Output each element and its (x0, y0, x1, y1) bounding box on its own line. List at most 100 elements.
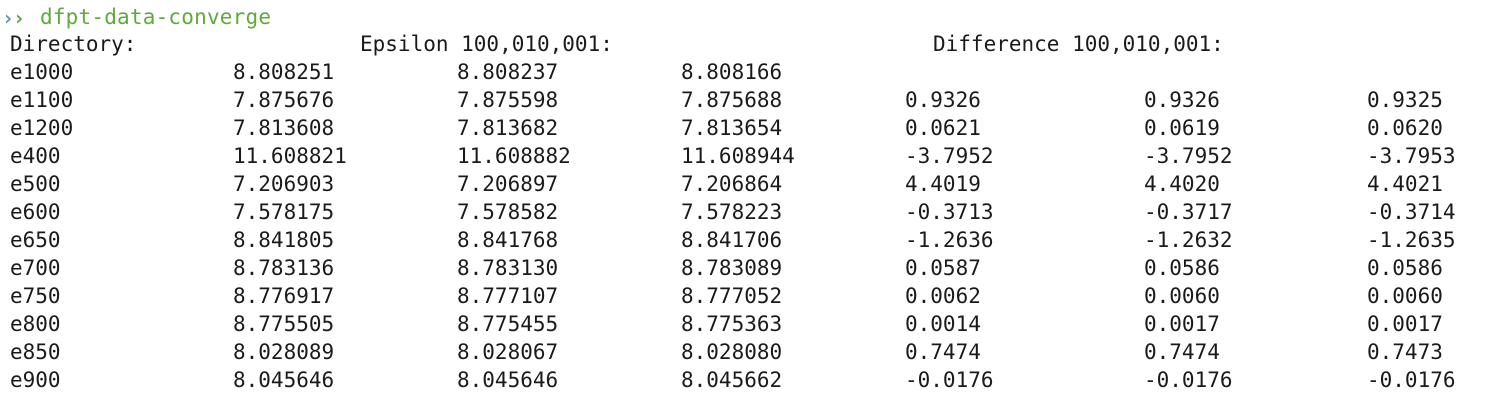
epsilon-cell: 11.608821 (233, 144, 347, 168)
directory-cell: e1000 (10, 60, 74, 84)
epsilon-cell: 8.808251 (233, 60, 335, 84)
difference-cell: -3.7952 (1144, 144, 1233, 168)
epsilon-cell: 8.045662 (681, 368, 783, 392)
difference-cell: 0.7473 (1367, 340, 1443, 364)
epsilon-cell: 7.813682 (457, 116, 559, 140)
epsilon-cell: 7.578175 (233, 200, 335, 224)
table-row: e850 8.028089 8.028067 8.028080 0.7474 0.7474… (0, 340, 1502, 368)
difference-cell: -3.7952 (905, 144, 994, 168)
epsilon-cell: 8.775363 (681, 312, 783, 336)
directory-cell: e900 (10, 368, 61, 392)
table-row: e600 7.578175 7.578582 7.578223 -0.3713 -0.37… (0, 200, 1502, 228)
directory-cell: e1200 (10, 116, 74, 140)
directory-cell: e650 (10, 228, 61, 252)
header-difference: Difference 100,010,001: (933, 32, 1224, 56)
table-row: e1000 8.808251 8.808237 8.808166 (0, 60, 1502, 88)
directory-cell: e600 (10, 200, 61, 224)
difference-cell: 0.0017 (1144, 312, 1220, 336)
directory-cell: e500 (10, 172, 61, 196)
table-header: Directory: Epsilon 100,010,001: Differen… (0, 32, 1502, 60)
epsilon-cell: 8.777052 (681, 284, 783, 308)
epsilon-cell: 8.776917 (233, 284, 335, 308)
table-row: e1200 7.813608 7.813682 7.813654 0.0621 0.061… (0, 116, 1502, 144)
table-row: e700 8.783136 8.783130 8.783089 0.0587 0.0586… (0, 256, 1502, 284)
directory-cell: e850 (10, 340, 61, 364)
difference-cell: -0.0176 (1367, 368, 1456, 392)
difference-cell: 0.9326 (1144, 88, 1220, 112)
difference-cell: 0.9326 (905, 88, 981, 112)
epsilon-cell: 11.608882 (457, 144, 571, 168)
table-row: e800 8.775505 8.775455 8.775363 0.0014 0.0017… (0, 312, 1502, 340)
epsilon-cell: 8.841805 (233, 228, 335, 252)
table-row: e500 7.206903 7.206897 7.206864 4.4019 4.4020… (0, 172, 1502, 200)
epsilon-cell: 8.841768 (457, 228, 559, 252)
epsilon-cell: 7.813654 (681, 116, 783, 140)
epsilon-cell: 7.875598 (457, 88, 559, 112)
difference-cell: -1.2632 (1144, 228, 1233, 252)
command-text: dfpt-data-converge (40, 5, 272, 29)
epsilon-cell: 7.206864 (681, 172, 783, 196)
epsilon-cell: 8.775505 (233, 312, 335, 336)
difference-cell: -0.0176 (905, 368, 994, 392)
table-row: e1100 7.875676 7.875598 7.875688 0.9326 0.932… (0, 88, 1502, 116)
epsilon-cell: 8.783089 (681, 256, 783, 280)
epsilon-cell: 8.045646 (457, 368, 559, 392)
directory-cell: e1100 (10, 88, 74, 112)
difference-cell: 0.0062 (905, 284, 981, 308)
difference-cell: 0.0014 (905, 312, 981, 336)
difference-cell: 0.7474 (1144, 340, 1220, 364)
epsilon-cell: 8.841706 (681, 228, 783, 252)
difference-cell: 0.0587 (905, 256, 981, 280)
difference-cell: 0.0017 (1367, 312, 1443, 336)
epsilon-cell: 7.875688 (681, 88, 783, 112)
difference-cell: -0.0176 (1144, 368, 1233, 392)
epsilon-cell: 8.777107 (457, 284, 559, 308)
epsilon-cell: 8.028080 (681, 340, 783, 364)
epsilon-cell: 8.808166 (681, 60, 783, 84)
difference-cell: -1.2636 (905, 228, 994, 252)
directory-cell: e700 (10, 256, 61, 280)
difference-cell: 0.0060 (1144, 284, 1220, 308)
prompt-line: › › dfpt-data-converge (0, 4, 271, 30)
epsilon-cell: 8.808237 (457, 60, 559, 84)
epsilon-cell: 7.875676 (233, 88, 335, 112)
epsilon-cell: 7.578582 (457, 200, 559, 224)
difference-cell: 0.0621 (905, 116, 981, 140)
epsilon-cell: 7.206903 (233, 172, 335, 196)
epsilon-cell: 8.783130 (457, 256, 559, 280)
table-row: e650 8.841805 8.841768 8.841706 -1.2636 -1.26… (0, 228, 1502, 256)
epsilon-cell: 7.813608 (233, 116, 335, 140)
difference-cell: 0.0620 (1367, 116, 1443, 140)
difference-cell: 4.4021 (1367, 172, 1443, 196)
epsilon-cell: 11.608944 (681, 144, 795, 168)
difference-cell: 0.0060 (1367, 284, 1443, 308)
epsilon-cell: 8.028067 (457, 340, 559, 364)
difference-cell: -0.3714 (1367, 200, 1456, 224)
difference-cell: 4.4020 (1144, 172, 1220, 196)
table-row: e400 11.608821 11.608882 11.608944 -3.7952 -3… (0, 144, 1502, 172)
epsilon-cell: 8.045646 (233, 368, 335, 392)
difference-cell: -3.7953 (1367, 144, 1456, 168)
directory-cell: e400 (10, 144, 61, 168)
directory-cell: e750 (10, 284, 61, 308)
difference-cell: 0.9325 (1367, 88, 1443, 112)
header-directory: Directory: (10, 32, 137, 56)
difference-cell: -0.3717 (1144, 200, 1233, 224)
difference-cell: 0.7474 (905, 340, 981, 364)
table-row: e750 8.776917 8.777107 8.777052 0.0062 0.0060… (0, 284, 1502, 312)
directory-cell: e800 (10, 312, 61, 336)
difference-cell: -0.3713 (905, 200, 994, 224)
epsilon-cell: 8.783136 (233, 256, 335, 280)
epsilon-cell: 7.578223 (681, 200, 783, 224)
difference-cell: 0.0586 (1144, 256, 1220, 280)
epsilon-cell: 8.028089 (233, 340, 335, 364)
difference-cell: 4.4019 (905, 172, 981, 196)
difference-cell: -1.2635 (1367, 228, 1456, 252)
epsilon-cell: 8.775455 (457, 312, 559, 336)
epsilon-cell: 7.206897 (457, 172, 559, 196)
difference-cell: 0.0586 (1367, 256, 1443, 280)
table-row: e900 8.045646 8.045646 8.045662 -0.0176 -0.01… (0, 368, 1502, 396)
difference-cell: 0.0619 (1144, 116, 1220, 140)
double-chevron-prompt-icon: › › (2, 6, 26, 30)
